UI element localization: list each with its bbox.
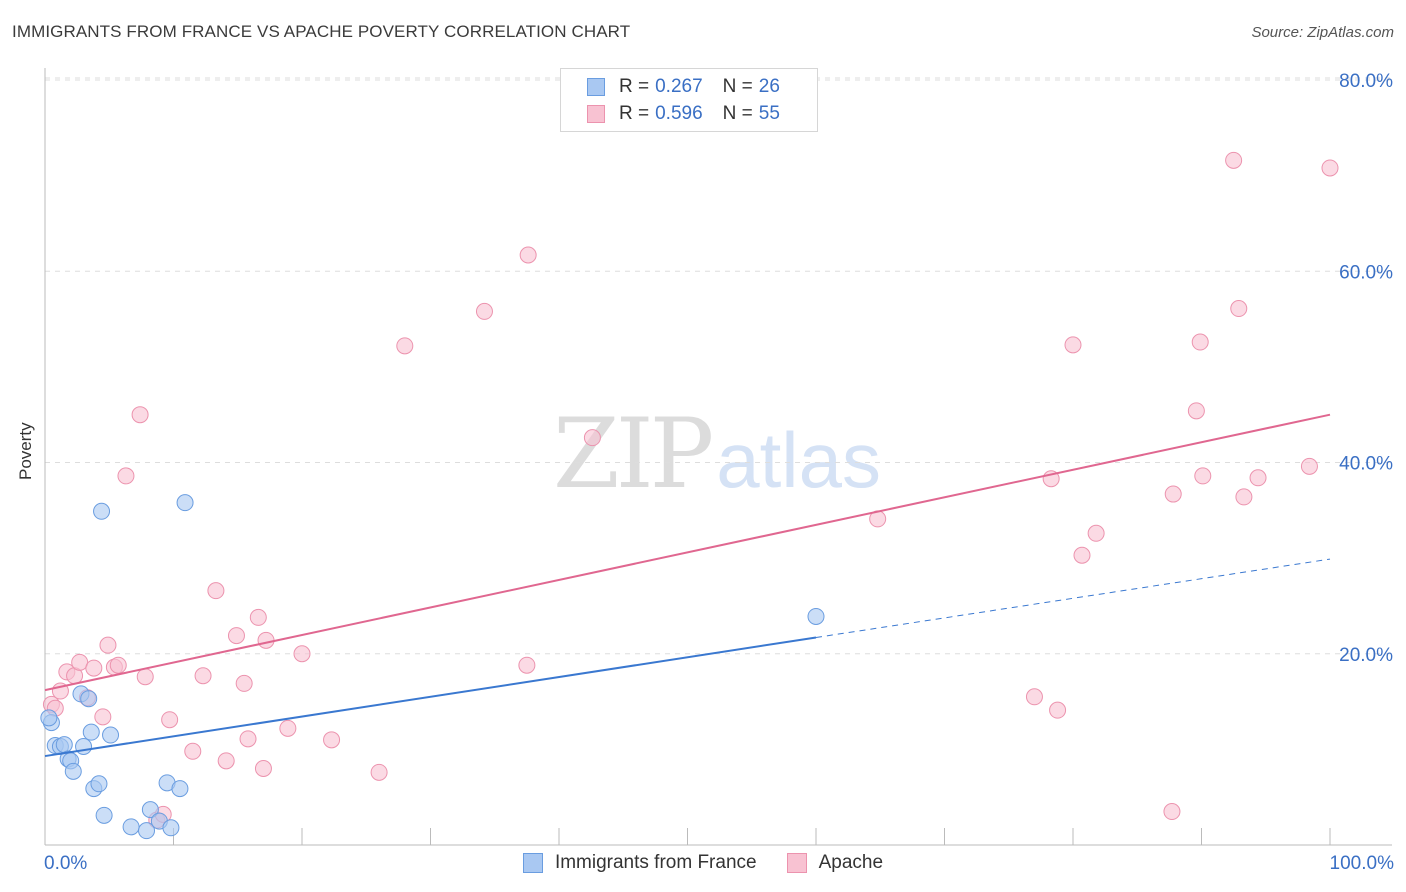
chart-source: Source: ZipAtlas.com (1251, 24, 1394, 41)
point-france (141, 801, 159, 819)
point-apache (71, 653, 89, 671)
x-tick-label: 0.0% (44, 853, 87, 874)
y-tick-label: 40.0% (1339, 454, 1393, 475)
watermark-atlas: atlas (716, 416, 881, 504)
trendline-apache (44, 413, 1331, 692)
legend-n-value: 26 (758, 76, 780, 97)
point-apache (99, 636, 117, 654)
point-apache (1225, 151, 1243, 169)
point-apache (1049, 701, 1067, 719)
series-legend-apache[interactable]: Apache (786, 852, 884, 874)
series-swatch-france (522, 853, 543, 873)
point-apache (1191, 333, 1209, 351)
series-legend-france[interactable]: Immigrants from France (522, 852, 757, 874)
point-apache (583, 429, 601, 447)
point-apache (1230, 300, 1248, 318)
point-france (93, 502, 111, 520)
point-apache (239, 730, 257, 748)
point-apache (293, 645, 311, 663)
point-apache (1187, 402, 1205, 420)
point-france (138, 822, 156, 840)
point-france (122, 818, 140, 836)
y-tick-label: 80.0% (1339, 71, 1393, 92)
point-apache (1163, 803, 1181, 821)
correlation-legend: R = 0.267 N = 26 R = 0.596 N = 55 (560, 68, 818, 132)
legend-swatch-apache (587, 105, 605, 123)
point-france (102, 726, 120, 744)
point-apache (184, 742, 202, 760)
point-apache (194, 667, 212, 685)
point-apache (227, 627, 245, 645)
point-apache (207, 582, 225, 600)
point-france (75, 738, 93, 756)
point-france (82, 723, 100, 741)
point-apache (117, 467, 135, 485)
point-apache (254, 760, 272, 777)
point-apache (1064, 336, 1082, 354)
point-apache (109, 656, 127, 674)
legend-n-label: N = (722, 103, 753, 124)
legend-n-label: N = (722, 76, 753, 97)
point-apache (279, 719, 297, 737)
point-france (80, 690, 98, 708)
series-legend: Immigrants from France Apache (0, 852, 1406, 874)
x-tick-label: 100.0% (1330, 853, 1395, 874)
point-apache (1025, 688, 1043, 706)
point-france (64, 762, 82, 780)
point-apache (396, 337, 414, 355)
point-france (40, 709, 58, 727)
point-apache (1164, 485, 1182, 503)
series-swatch-apache (786, 853, 807, 873)
point-france (176, 494, 194, 512)
legend-row-france: R = 0.267 N = 26 (587, 75, 780, 99)
y-tick-label: 20.0% (1339, 645, 1393, 666)
legend-n-value: 55 (758, 103, 780, 124)
point-france (162, 819, 180, 837)
point-apache (257, 631, 275, 649)
point-apache (1300, 457, 1318, 475)
legend-r-label: R = (619, 103, 650, 124)
watermark: ZIPatlas (553, 398, 881, 510)
point-apache (136, 668, 154, 686)
legend-r-value: 0.596 (655, 103, 703, 124)
series-label-apache: Apache (818, 852, 884, 873)
chart-title: IMMIGRANTS FROM FRANCE VS APACHE POVERTY… (12, 22, 631, 41)
point-apache (217, 752, 235, 770)
series-label-france: Immigrants from France (554, 852, 757, 873)
point-apache (1194, 467, 1212, 485)
point-france (171, 780, 189, 798)
point-france (807, 607, 825, 625)
watermark-zip: ZIP (553, 398, 714, 510)
y-tick-label: 60.0% (1339, 262, 1393, 283)
point-apache (475, 302, 493, 320)
point-apache (249, 608, 267, 626)
trendline-france (44, 636, 817, 758)
point-france (90, 775, 108, 793)
trendline-france-extension (815, 558, 1331, 638)
point-apache (131, 406, 149, 424)
point-apache (1235, 488, 1253, 506)
legend-r-value: 0.267 (655, 76, 703, 97)
point-france (95, 806, 113, 824)
legend-r-label: R = (619, 76, 650, 97)
point-apache (1321, 159, 1339, 177)
point-france (55, 736, 73, 754)
point-apache (370, 763, 388, 781)
point-apache (85, 659, 103, 677)
point-apache (1087, 524, 1105, 542)
point-apache (235, 674, 253, 692)
legend-swatch-france (587, 78, 605, 96)
legend-row-apache: R = 0.596 N = 55 (587, 102, 780, 126)
point-apache (1249, 469, 1267, 487)
point-apache (518, 656, 536, 674)
point-apache (94, 708, 112, 726)
point-apache (519, 246, 537, 264)
point-apache (1073, 546, 1091, 564)
point-apache (161, 711, 179, 729)
point-apache (323, 731, 341, 749)
